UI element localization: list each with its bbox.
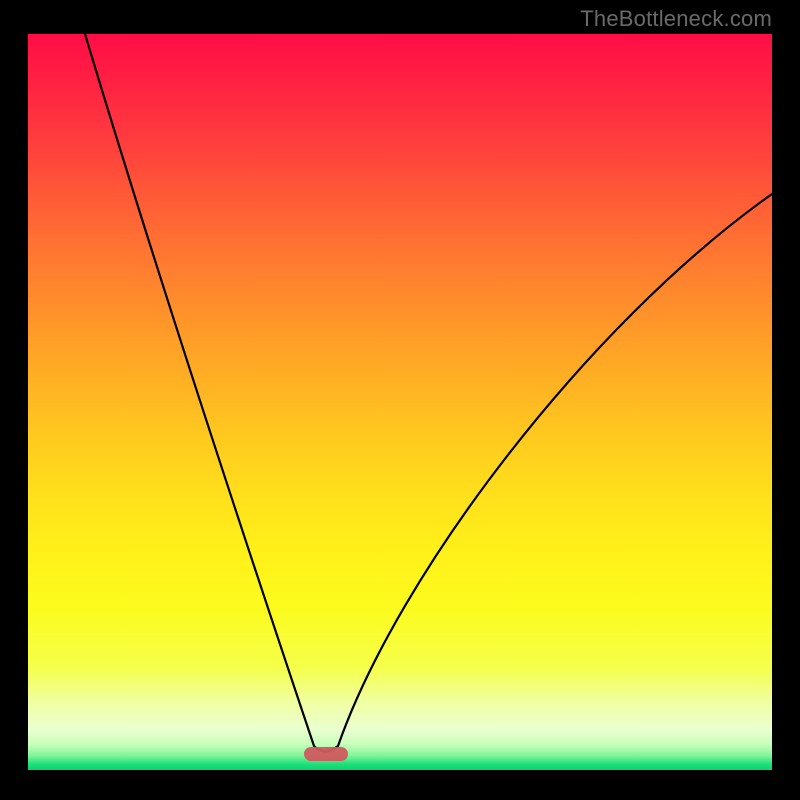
apex-pill-marker	[304, 747, 348, 761]
plot-area	[28, 34, 772, 770]
bottleneck-curve-path	[85, 34, 772, 752]
bottleneck-curve	[28, 34, 772, 770]
watermark-text: TheBottleneck.com	[580, 6, 772, 32]
outer-frame: TheBottleneck.com	[0, 0, 800, 800]
